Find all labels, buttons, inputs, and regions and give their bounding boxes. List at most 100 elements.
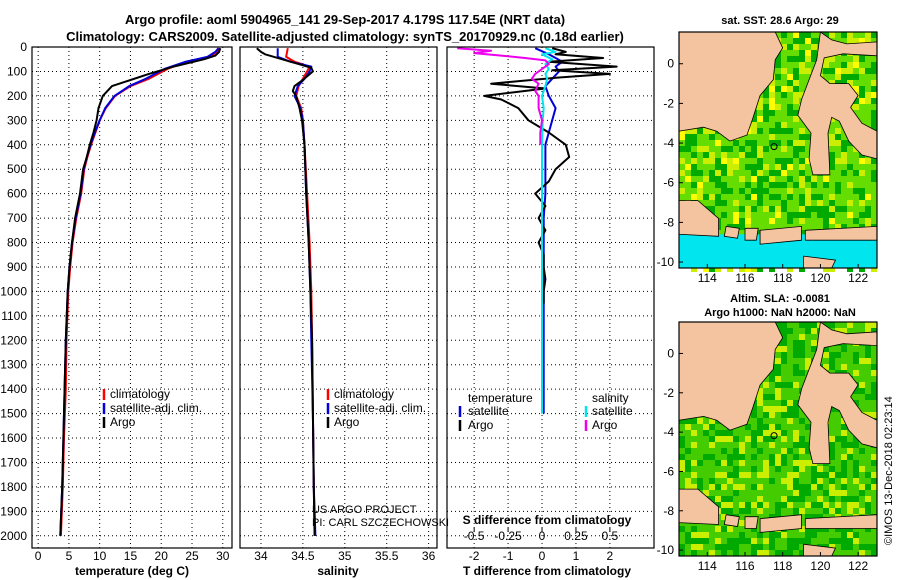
map-cell <box>781 340 787 346</box>
map-cell <box>805 176 811 182</box>
map-cell <box>787 538 793 544</box>
map-cell <box>871 62 877 68</box>
legend-temperature-heading: temperature <box>468 391 533 405</box>
map-cell <box>799 466 805 472</box>
map-cell <box>709 550 715 556</box>
map-cell <box>829 322 835 328</box>
map-cell <box>847 496 853 502</box>
map-land <box>744 516 759 529</box>
map-cell <box>721 544 727 550</box>
legend-label: Argo <box>592 418 618 432</box>
map-cell <box>841 460 847 466</box>
map-cell <box>691 134 697 140</box>
map-cell <box>847 442 853 448</box>
map-cell <box>721 472 727 478</box>
map-cell <box>775 182 781 188</box>
map-cell <box>859 92 865 98</box>
map-cell <box>811 44 817 50</box>
map-land <box>723 514 740 527</box>
map-x-tick-label: 120 <box>810 271 830 285</box>
map-cell <box>859 544 865 550</box>
map-cell <box>853 478 859 484</box>
map-cell <box>751 544 757 550</box>
map-cell <box>679 550 685 556</box>
map-x-tick-label: 122 <box>848 271 868 285</box>
map-cell <box>691 194 697 200</box>
map-cell <box>805 158 811 164</box>
map-frame <box>678 31 878 269</box>
y-tick-label: 600 <box>7 187 27 201</box>
map-cell <box>871 176 877 182</box>
map-cell <box>757 388 763 394</box>
map-cell <box>799 352 805 358</box>
map-cell <box>697 128 703 134</box>
map-cell <box>733 550 739 556</box>
map-cell <box>727 526 733 532</box>
map-cell <box>835 526 841 532</box>
map-cell <box>841 80 847 86</box>
map-cell <box>745 182 751 188</box>
map-cell <box>769 194 775 200</box>
map-cell <box>799 418 805 424</box>
map-cell <box>865 358 871 364</box>
map-cell <box>853 502 859 508</box>
map-cell <box>715 182 721 188</box>
map-cell <box>709 158 715 164</box>
altimetry-map-panel: Altim. SLA: -0.0081 Argo h1000: NaN h200… <box>657 293 878 573</box>
map-cell <box>799 496 805 502</box>
map-cell <box>799 212 805 218</box>
map-cell <box>715 158 721 164</box>
map-cell <box>811 176 817 182</box>
map-cell <box>691 442 697 448</box>
map-cell <box>751 164 757 170</box>
map-cell <box>781 200 787 206</box>
map-cell <box>775 550 781 556</box>
map-cell <box>733 436 739 442</box>
map-cell <box>829 544 835 550</box>
map-cell <box>739 538 745 544</box>
map-cell <box>865 92 871 98</box>
map-cell <box>787 412 793 418</box>
map-cell <box>847 454 853 460</box>
map-cell <box>823 176 829 182</box>
map-cell <box>871 544 877 550</box>
map-cell <box>829 466 835 472</box>
map-y-tick-label: -8 <box>663 215 674 229</box>
x-tick-label: 0 <box>35 549 42 563</box>
map-cell <box>703 454 709 460</box>
map-cell <box>775 454 781 460</box>
map-cell <box>865 38 871 44</box>
map-cell <box>847 266 853 272</box>
map-cell <box>733 484 739 490</box>
map-cell <box>841 472 847 478</box>
map-cell <box>763 394 769 400</box>
y-tick-label: 400 <box>7 138 27 152</box>
map-cell <box>775 164 781 170</box>
map-cell <box>709 436 715 442</box>
map-cell <box>739 454 745 460</box>
map-cell <box>691 182 697 188</box>
map-cell <box>865 68 871 74</box>
map-cell <box>691 526 697 532</box>
map-cell <box>781 346 787 352</box>
map-cell <box>787 74 793 80</box>
map-cell <box>835 134 841 140</box>
map-cell <box>823 182 829 188</box>
map-cell <box>721 460 727 466</box>
map-cell <box>751 176 757 182</box>
top-axis-tick-label: 0.5 <box>602 529 619 543</box>
map-cell <box>859 170 865 176</box>
map-cell <box>799 32 805 38</box>
map-cell <box>775 388 781 394</box>
map-cell <box>787 80 793 86</box>
map-land <box>759 225 802 245</box>
map-cell <box>727 538 733 544</box>
map-cell <box>757 394 763 400</box>
map-cell <box>757 164 763 170</box>
map-cell <box>715 194 721 200</box>
map-cell <box>823 56 829 62</box>
map-cell <box>775 86 781 92</box>
map-cell <box>841 442 847 448</box>
map-cell <box>745 212 751 218</box>
map-cell <box>799 170 805 176</box>
